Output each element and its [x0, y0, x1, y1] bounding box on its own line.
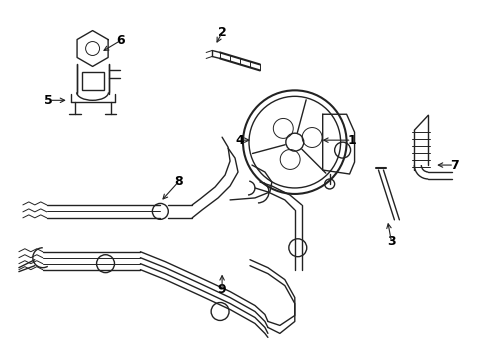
- Bar: [81, 72, 103, 90]
- Text: 9: 9: [217, 283, 226, 296]
- Text: 8: 8: [174, 175, 182, 189]
- Text: 3: 3: [386, 235, 395, 248]
- Text: 5: 5: [44, 94, 53, 107]
- Text: 6: 6: [116, 34, 124, 47]
- Text: 1: 1: [346, 134, 355, 147]
- Text: 7: 7: [449, 158, 458, 172]
- Text: 4: 4: [235, 134, 244, 147]
- Text: 2: 2: [217, 26, 226, 39]
